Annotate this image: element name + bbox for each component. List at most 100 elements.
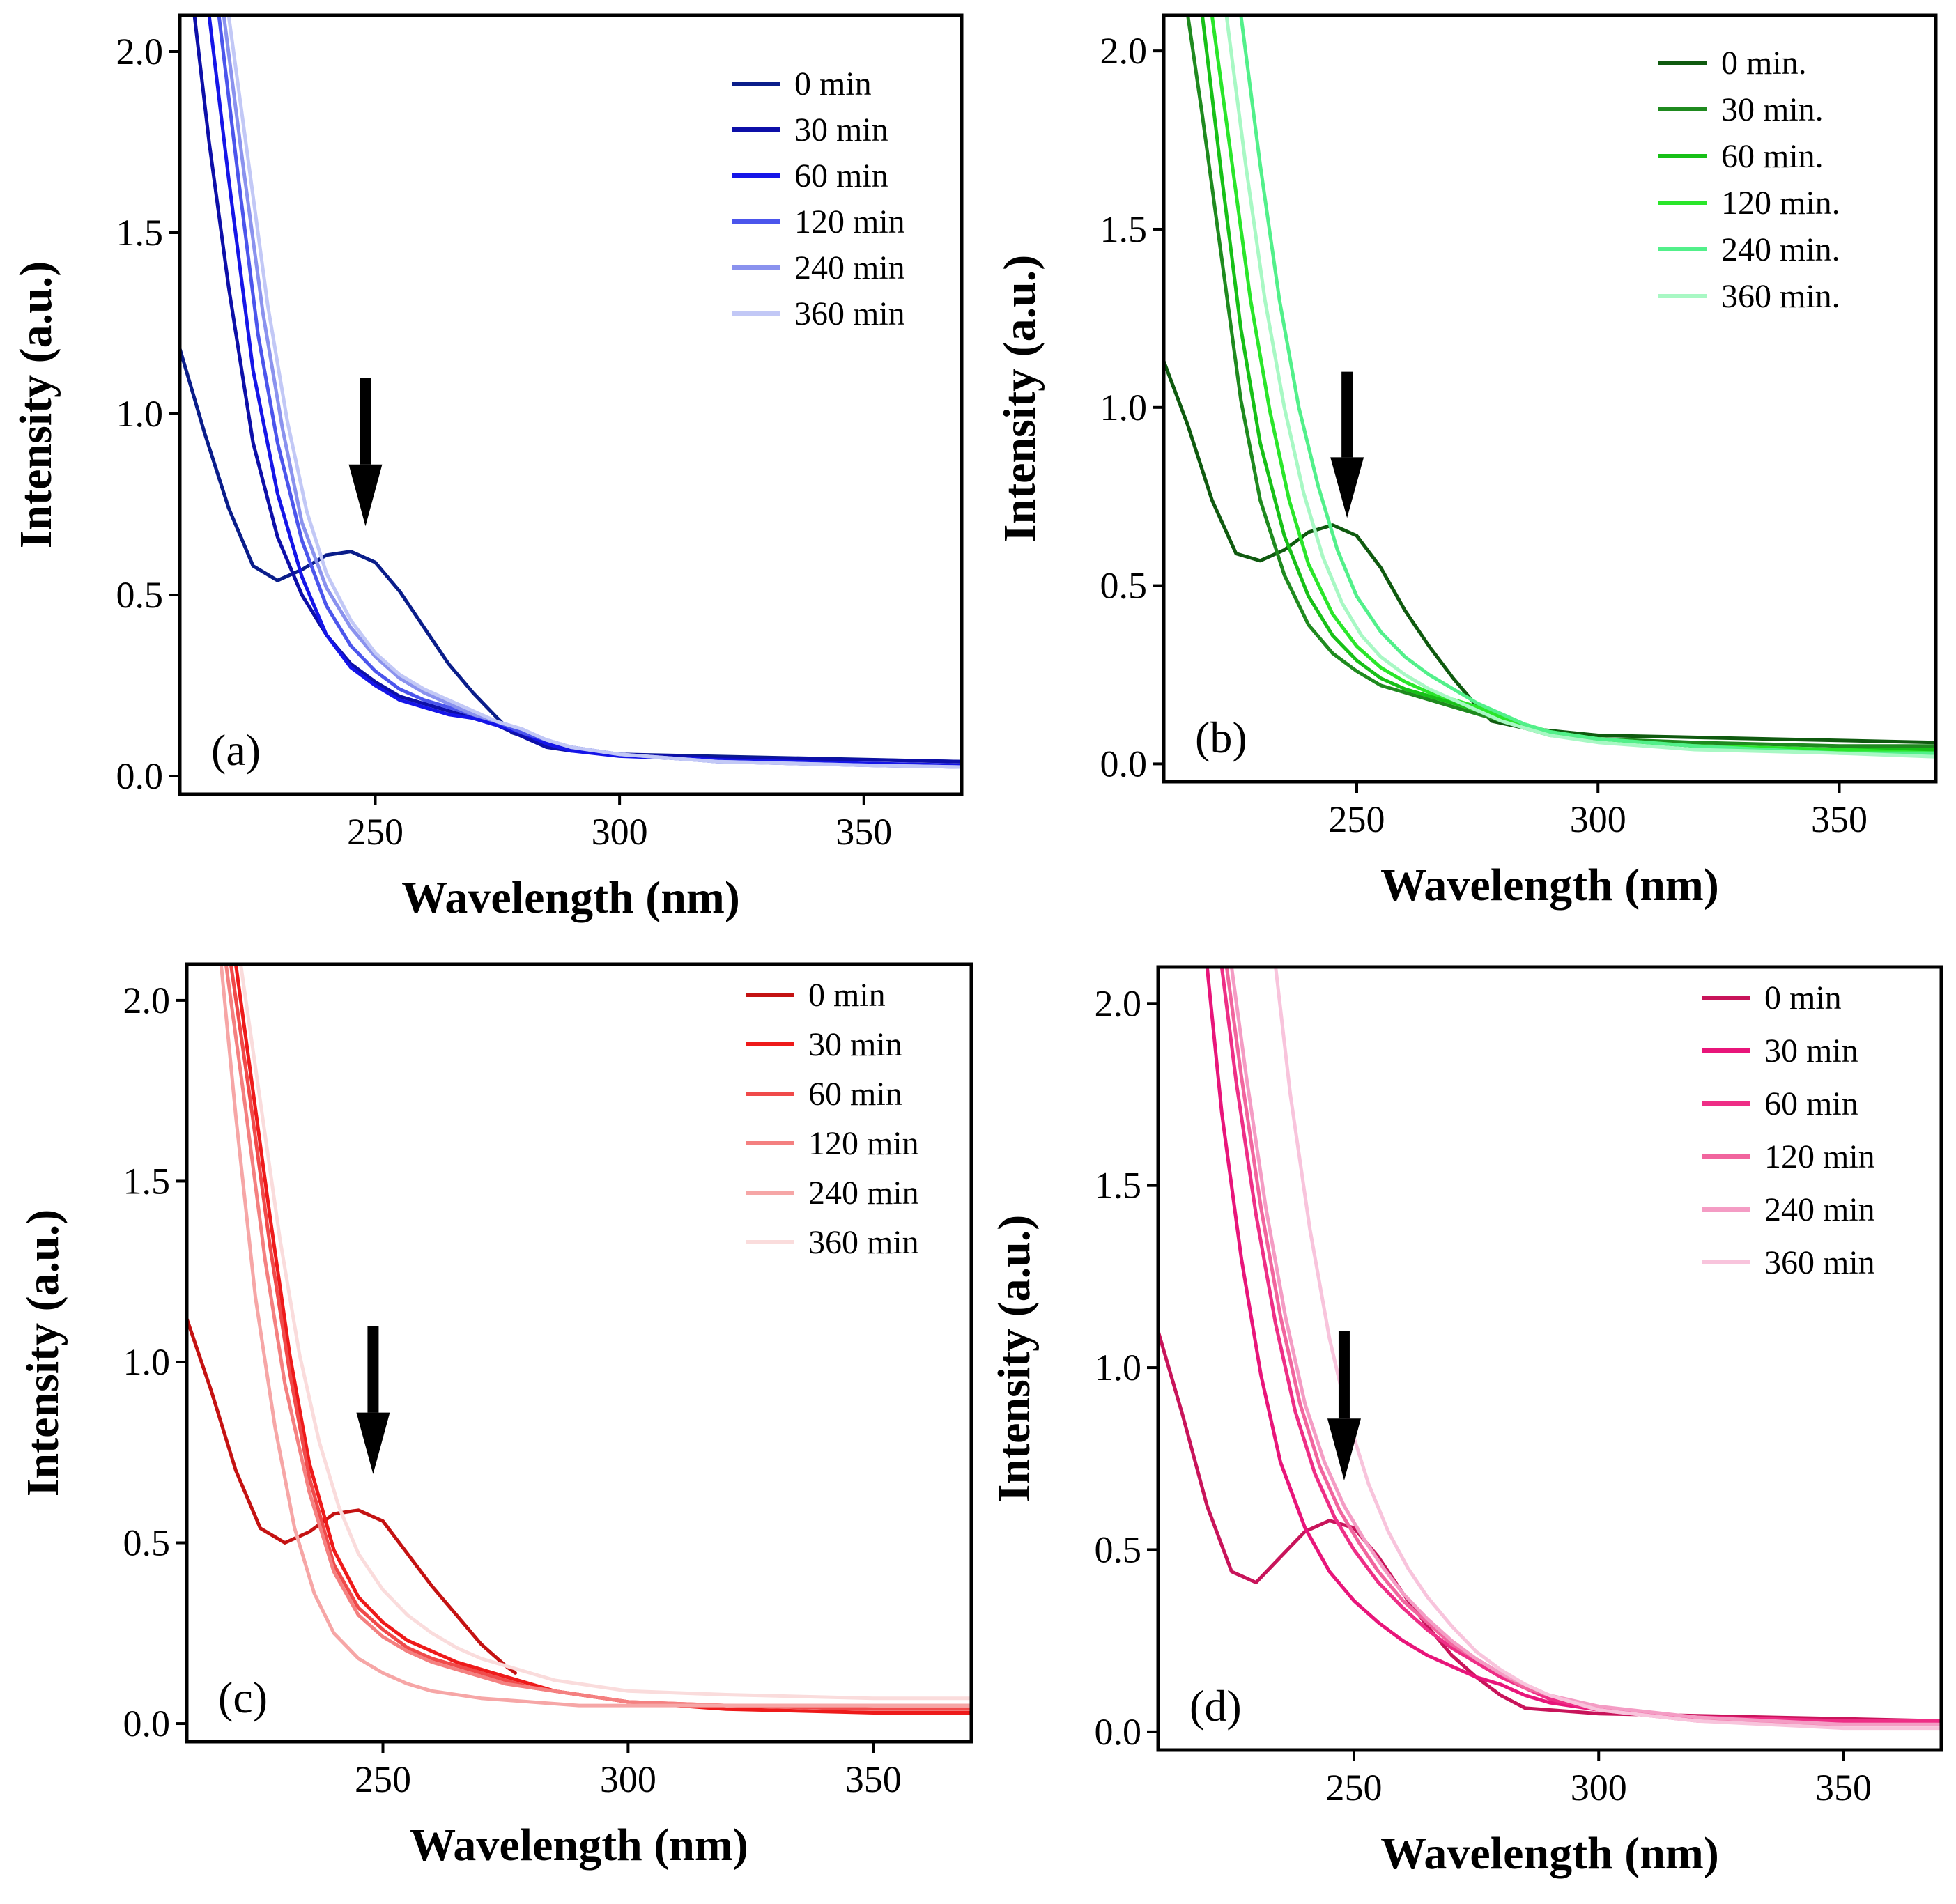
y-tick-label: 0.5 [1095, 1528, 1142, 1570]
legend-label: 240 min [808, 1175, 919, 1212]
legend-label: 120 min. [1721, 185, 1840, 222]
y-axis-title: Intensity (a.u.) [994, 255, 1045, 543]
x-axis-title: Wavelength (nm) [1380, 1828, 1719, 1879]
legend-label: 30 min [1764, 1032, 1858, 1069]
y-tick-label: 0.5 [116, 574, 164, 616]
plot-frame [1162, 13, 1938, 784]
y-tick-label: 1.0 [1100, 387, 1148, 428]
plot-frame [1156, 965, 1943, 1752]
series-line-5 [1274, 967, 1941, 1731]
panel-a: 250 300 350 0.0 0.5 1.0 1.5 2.0 Wavelength (nm) I… [10, 13, 964, 923]
series-line-4 [219, 964, 971, 1708]
x-axis-title: Wavelength (nm) [1380, 860, 1719, 911]
legend-label: 120 min [1764, 1138, 1875, 1175]
legend-label: 30 min [794, 111, 888, 148]
x-tick-label: 350 [1811, 798, 1868, 840]
y-tick-label: 1.0 [123, 1341, 171, 1383]
y-tick-label: 1.5 [116, 212, 164, 254]
y-axis-title: Intensity (a.u.) [989, 1215, 1040, 1503]
legend-label: 60 min. [1721, 138, 1824, 175]
series-line-3 [1210, 15, 1936, 755]
legend-label: 360 min. [1721, 278, 1840, 315]
x-axis-title: Wavelength (nm) [410, 1820, 748, 1871]
legend-label: 360 min [808, 1224, 919, 1261]
panel-b: 250 300 350 0.0 0.5 1.0 1.5 2.0 Wavelength (nm) I… [994, 13, 1938, 911]
legend-label: 60 min [794, 157, 888, 194]
legend-label: 240 min. [1721, 231, 1840, 268]
x-axis-title: Wavelength (nm) [401, 872, 740, 923]
series-line-5 [238, 964, 971, 1701]
x-tick-label: 250 [355, 1758, 411, 1800]
legend-label: 60 min [808, 1076, 902, 1113]
y-tick-label: 0.5 [1100, 565, 1148, 607]
x-tick-label: 350 [835, 811, 892, 853]
legend-label: 0 min [808, 977, 886, 1014]
series-line-0 [187, 1317, 517, 1675]
series-line-0 [1164, 359, 1936, 745]
legend-label: 60 min [1764, 1085, 1858, 1122]
legend-label: 360 min [1764, 1244, 1875, 1281]
legend-label: 0 min. [1721, 45, 1807, 82]
panel-label: (a) [211, 725, 261, 775]
series-line-4 [1239, 15, 1936, 755]
series-line-1 [1186, 15, 1936, 748]
series-line-4 [1229, 967, 1941, 1726]
down-arrow-icon [356, 1412, 390, 1474]
y-tick-label: 1.5 [1100, 208, 1148, 250]
down-arrow-icon [348, 464, 383, 527]
x-tick-label: 350 [1815, 1767, 1872, 1809]
y-tick-label: 0.0 [123, 1703, 171, 1744]
y-tick-label: 2.0 [1095, 982, 1142, 1024]
legend-label: 0 min [794, 65, 872, 102]
y-tick-label: 0.0 [116, 755, 164, 797]
x-tick-label: 300 [592, 811, 648, 853]
y-tick-label: 0.5 [123, 1522, 171, 1564]
series-line-2 [207, 15, 962, 767]
series-line-2 [1200, 15, 1936, 752]
plot-frame [178, 13, 964, 796]
y-tick-label: 1.5 [123, 1160, 171, 1202]
series-line-3 [224, 964, 971, 1708]
panel-c: 250 300 350 0.0 0.5 1.0 1.5 2.0 Wavelength (nm) I… [17, 962, 973, 1871]
y-axis-title: Intensity (a.u.) [10, 261, 61, 549]
series-lines [180, 15, 962, 769]
series-line-1 [1205, 967, 1941, 1723]
series-line-0 [1158, 1329, 1941, 1723]
legend-label: 240 min [794, 249, 905, 286]
legend-label: 360 min [794, 295, 905, 332]
legend-label: 120 min [794, 203, 905, 240]
panel-d: 250 300 350 0.0 0.5 1.0 1.5 2.0 Wavelength (nm) I… [989, 965, 1943, 1879]
series-lines [1164, 15, 1936, 759]
x-tick-label: 300 [1570, 798, 1626, 840]
legend-label: 120 min [808, 1125, 919, 1162]
y-tick-label: 2.0 [116, 31, 164, 72]
x-tick-label: 350 [845, 1758, 902, 1800]
series-lines [1158, 967, 1941, 1731]
legend: 0 min 30 min 60 min 120 min 240 min 360 min [732, 65, 905, 332]
series-lines [187, 964, 971, 1715]
series-line-5 [1224, 15, 1936, 759]
legend-label: 30 min. [1721, 91, 1824, 128]
y-tick-label: 2.0 [123, 980, 171, 1021]
y-tick-label: 2.0 [1100, 30, 1148, 72]
legend-label: 0 min [1764, 980, 1842, 1016]
y-tick-label: 0.0 [1100, 743, 1148, 784]
legend: 0 min 30 min 60 min 120 min 240 min 360 min [1702, 980, 1875, 1281]
legend-label: 240 min [1764, 1191, 1875, 1228]
panel-label: (d) [1189, 1681, 1242, 1731]
x-tick-label: 300 [1571, 1767, 1627, 1809]
x-tick-label: 250 [347, 811, 403, 853]
legend: 0 min. 30 min. 60 min. 120 min. 240 min. 360 … [1658, 45, 1840, 315]
y-tick-label: 1.5 [1095, 1165, 1142, 1207]
down-arrow-icon [1327, 1418, 1361, 1481]
legend-label: 30 min [808, 1026, 902, 1063]
panel-label: (c) [218, 1673, 268, 1722]
series-line-3 [1224, 967, 1941, 1726]
y-axis-title: Intensity (a.u.) [17, 1209, 68, 1497]
plot-frame [185, 962, 973, 1744]
panel-label: (b) [1195, 713, 1247, 762]
x-tick-label: 250 [1329, 798, 1385, 840]
y-tick-label: 1.0 [116, 393, 164, 435]
x-tick-label: 250 [1326, 1767, 1383, 1809]
